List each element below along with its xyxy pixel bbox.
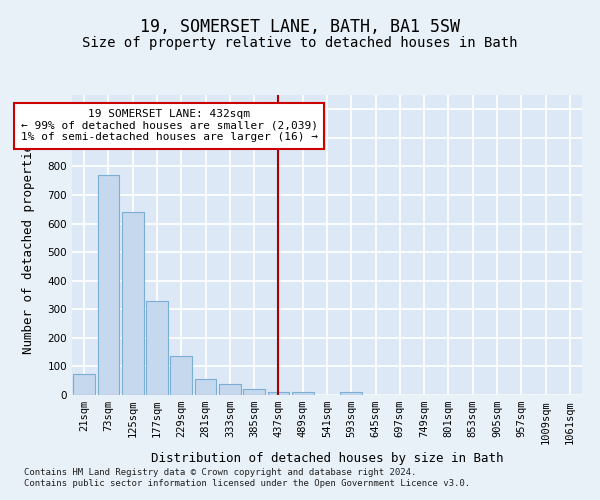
Y-axis label: Number of detached properties: Number of detached properties (22, 136, 35, 354)
Text: Size of property relative to detached houses in Bath: Size of property relative to detached ho… (82, 36, 518, 50)
Text: 19, SOMERSET LANE, BATH, BA1 5SW: 19, SOMERSET LANE, BATH, BA1 5SW (140, 18, 460, 36)
Bar (146, 300, 168, 395)
X-axis label: Distribution of detached houses by size in Bath: Distribution of detached houses by size … (151, 452, 503, 465)
Bar (122, 212, 143, 395)
Text: 19 SOMERSET LANE: 432sqm
← 99% of detached houses are smaller (2,039)
1% of semi: 19 SOMERSET LANE: 432sqm ← 99% of detach… (20, 110, 317, 142)
Bar (268, 392, 289, 395)
Bar (194, 380, 217, 395)
Bar (73, 374, 95, 395)
Bar (97, 175, 119, 395)
Bar (292, 392, 314, 395)
Text: Contains HM Land Registry data © Crown copyright and database right 2024.
Contai: Contains HM Land Registry data © Crown c… (24, 468, 470, 487)
Bar (340, 392, 362, 395)
Bar (243, 390, 265, 395)
Bar (170, 356, 192, 395)
Bar (219, 384, 241, 395)
